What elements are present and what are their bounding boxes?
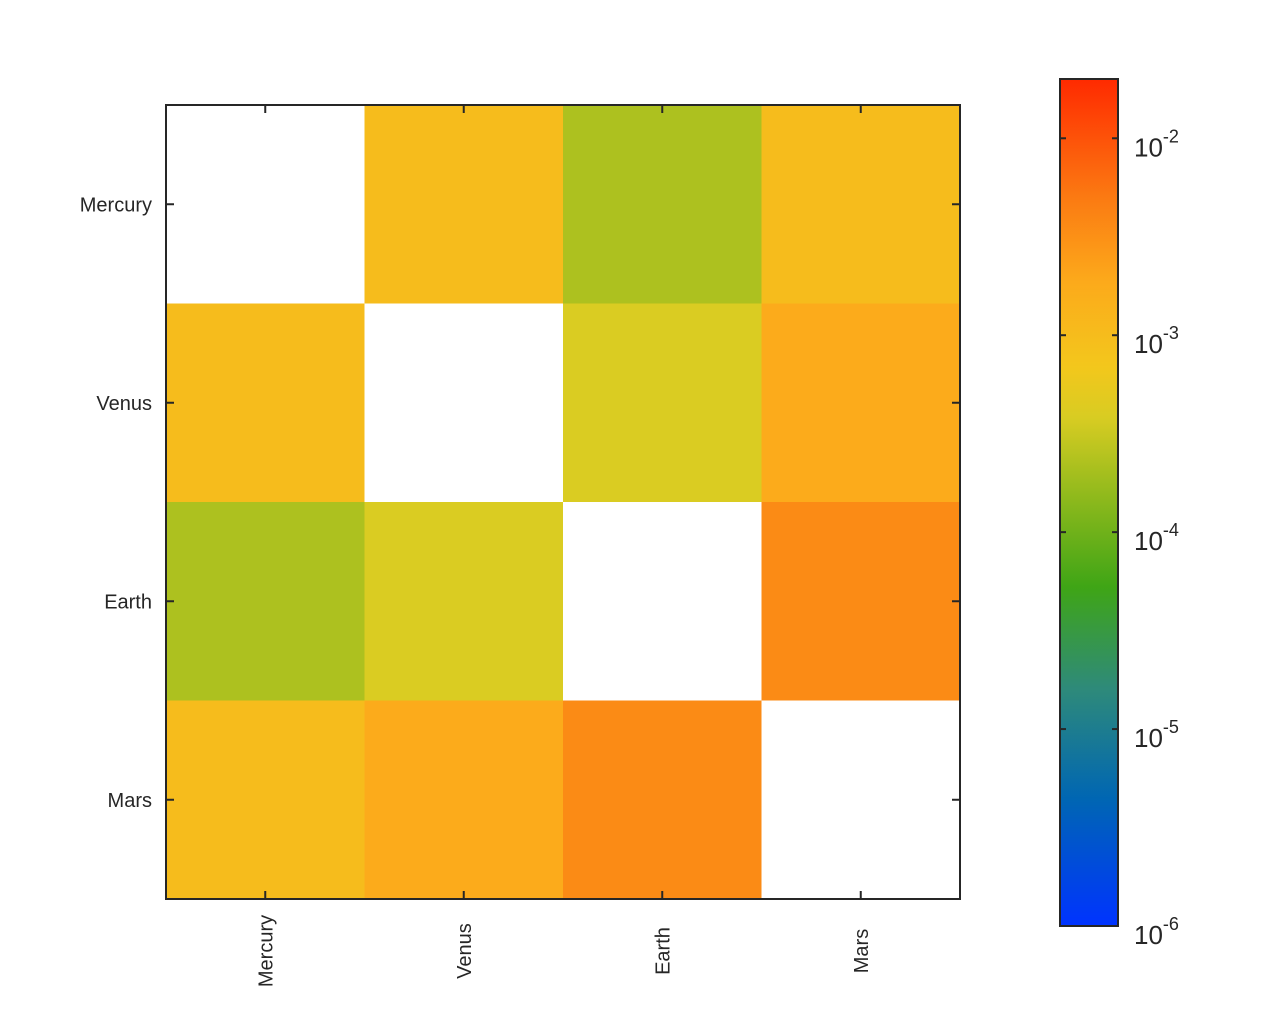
heatmap-cell [166, 303, 365, 503]
colorbar-label-exponent: -4 [1163, 520, 1179, 540]
y-tick-label: Mercury [80, 194, 152, 216]
colorbar-tick-label: 10-2 [1134, 126, 1179, 162]
x-tick-label: Earth [652, 927, 674, 975]
heatmap-cell [364, 303, 564, 503]
x-axis-labels: Mercury Venus Earth Mars [255, 915, 873, 987]
axes-frame [165, 104, 961, 900]
y-tick-label: Venus [96, 393, 152, 415]
colorbar-tick-label: 10-5 [1134, 717, 1179, 753]
colorbar-label-base: 10 [1134, 526, 1163, 556]
heatmap-cell [364, 700, 564, 900]
heatmap-cells [166, 105, 961, 900]
heatmap-cell [364, 105, 564, 304]
colorbar-label-base: 10 [1134, 920, 1163, 950]
heatmap-cell [761, 105, 961, 304]
colorbar-label-base: 10 [1134, 132, 1163, 162]
colorbar [1059, 78, 1119, 927]
heatmap-cell [563, 502, 762, 701]
heatmap-cell [563, 700, 762, 900]
x-tick-label: Mars [851, 929, 873, 973]
y-tick-label: Mars [108, 790, 152, 812]
y-tick-label: Earth [104, 591, 152, 613]
colorbar-label-base: 10 [1134, 329, 1163, 359]
colorbar-labels: 10-610-510-410-310-2 [1134, 126, 1179, 950]
x-tick-label: Mercury [255, 915, 277, 987]
x-tick-label: Venus [454, 923, 476, 979]
heatmap-cell [563, 303, 762, 503]
y-axis-labels: Mercury Venus Earth Mars [80, 194, 152, 812]
heatmap-cell [761, 303, 961, 503]
heatmap-cell [563, 105, 762, 304]
colorbar-label-base: 10 [1134, 723, 1163, 753]
colorbar-label-exponent: -5 [1163, 717, 1179, 737]
heatmap-cell [166, 105, 365, 304]
heatmap-cell [166, 502, 365, 701]
heatmap-cell [364, 502, 564, 701]
colorbar-tick-label: 10-3 [1134, 323, 1179, 359]
heatmap-cell [761, 502, 961, 701]
colorbar-tick-label: 10-4 [1134, 520, 1179, 556]
colorbar-ticks [1060, 137, 1118, 927]
colorbar-label-exponent: -2 [1163, 126, 1179, 146]
axis-ticks [166, 105, 960, 899]
heatmap-cell [761, 700, 961, 900]
heatmap-cell [166, 700, 365, 900]
colorbar-label-exponent: -3 [1163, 323, 1179, 343]
colorbar-tick-label: 10-6 [1134, 914, 1179, 950]
colorbar-label-exponent: -6 [1163, 914, 1179, 934]
